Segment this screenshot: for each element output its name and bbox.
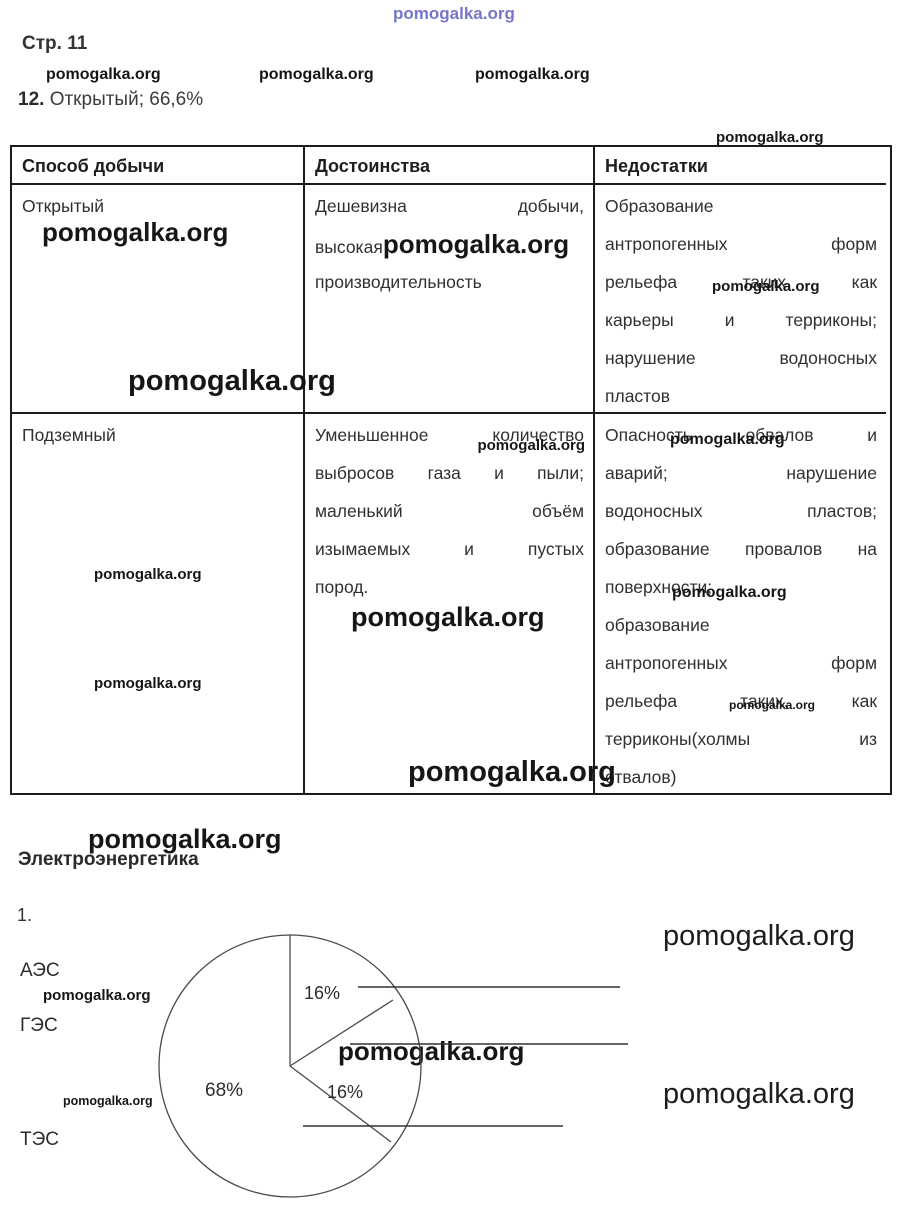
cell-text: Опасность обвалов и bbox=[605, 425, 877, 445]
cell-text: аварий; нарушение bbox=[605, 463, 877, 483]
cell-text: пластов bbox=[605, 386, 671, 406]
task-answer-text: Открытый; 66,6% bbox=[49, 89, 204, 110]
pie-radius-slice1-2 bbox=[289, 999, 394, 1067]
watermark: pomogalka.org bbox=[46, 66, 161, 83]
cell-text: изымаемых и пустых bbox=[315, 539, 584, 559]
table-row-1-cons-cell: Образование антропогенных форм рельефа т… bbox=[595, 185, 886, 414]
cell-text: производительность bbox=[315, 272, 482, 292]
list-item-number: 1. bbox=[17, 905, 33, 925]
table-row-2-cons-cell: Опасность обвалов и pomogalka.org аварий… bbox=[595, 414, 886, 793]
watermark: pomogalka.org bbox=[672, 584, 787, 601]
watermark: pomogalka.org bbox=[63, 1094, 153, 1108]
pie-value-slice2: 16% bbox=[327, 1082, 364, 1102]
cell-text: Подземный bbox=[22, 425, 116, 445]
pie-value-slice3: 68% bbox=[205, 1080, 244, 1101]
watermark: pomogalka.org bbox=[351, 602, 545, 632]
cell-text: поверхности; bbox=[605, 577, 713, 597]
cell-text: нарушение водоносных bbox=[605, 348, 877, 368]
pie-value-slice1: 16% bbox=[304, 983, 341, 1003]
cell-text: Образование bbox=[605, 196, 714, 216]
table-header-pros: Достоинства bbox=[305, 147, 595, 185]
cell-text: Открытый bbox=[22, 196, 104, 216]
watermark: pomogalka.org bbox=[716, 129, 824, 146]
mining-methods-table: Способ добычи Достоинства Недостатки Отк… bbox=[10, 145, 892, 795]
watermark: pomogalka.org bbox=[94, 566, 202, 583]
cell-text: антропогенных форм bbox=[605, 234, 877, 254]
table-row-2-method-cell: Подземный pomogalka.org pomogalka.org bbox=[12, 414, 305, 793]
page-title: Стр. 11 bbox=[22, 33, 88, 54]
cell-text: Дешевизна добычи, bbox=[315, 196, 584, 216]
watermark-top-center: pomogalka.org bbox=[393, 4, 515, 23]
section-heading: Электроэнергетика bbox=[18, 849, 199, 870]
watermark: pomogalka.org bbox=[477, 437, 585, 454]
watermark: pomogalka.org bbox=[43, 987, 151, 1004]
table-row-1-method-cell: Открытый pomogalka.org pomogalka.org bbox=[12, 185, 336, 414]
cell-text: терриконы(холмы из bbox=[605, 729, 877, 749]
cell-text: антропогенных форм bbox=[605, 653, 877, 673]
task-number: 12. bbox=[18, 89, 45, 110]
cell-text: рельефа таких как bbox=[605, 272, 877, 292]
cell-text: выбросов газа и пыли; bbox=[315, 463, 584, 483]
table-row-2-pros-cell: Уменьшенное количество pomogalka.org выб… bbox=[305, 414, 595, 793]
watermark: pomogalka.org bbox=[670, 431, 785, 448]
task-12-answer: 12. Открытый; 66,6% bbox=[18, 89, 203, 111]
watermark: pomogalka.org bbox=[42, 217, 229, 247]
watermark: pomogalka.org bbox=[88, 824, 282, 854]
watermark: pomogalka.org bbox=[663, 920, 855, 952]
cell-text: маленький объём bbox=[315, 501, 584, 521]
watermark: pomogalka.org bbox=[663, 1078, 855, 1110]
watermark: pomogalka.org bbox=[94, 675, 202, 692]
watermark: pomogalka.org bbox=[408, 756, 616, 788]
cell-text: рельефа таких, как bbox=[605, 691, 877, 711]
pie-chart bbox=[158, 934, 628, 1198]
cell-text: Уменьшенное количество bbox=[315, 425, 584, 445]
cell-text: высокая bbox=[315, 237, 383, 257]
cell-text: карьеры и терриконы; bbox=[605, 310, 877, 330]
cell-text: водоносных пластов; bbox=[605, 501, 877, 521]
pie-label-ges: ГЭС bbox=[20, 1015, 58, 1036]
watermark: pomogalka.org bbox=[259, 66, 374, 83]
pie-label-aes: АЭС bbox=[20, 960, 60, 981]
cell-text: пород. bbox=[315, 577, 369, 597]
table-row-1-pros-cell: Дешевизна добычи, высокая pomogalka.org п… bbox=[305, 185, 595, 414]
cell-text: образование bbox=[605, 615, 710, 635]
watermark: pomogalka.org bbox=[338, 1036, 525, 1066]
watermark: pomogalka.org bbox=[729, 698, 816, 712]
watermark: pomogalka.org bbox=[475, 66, 590, 83]
watermark: pomogalka.org bbox=[128, 365, 336, 397]
watermark: pomogalka.org bbox=[712, 278, 820, 295]
watermark: pomogalka.org bbox=[382, 229, 570, 259]
cell-text: отвалов) bbox=[605, 767, 677, 787]
table-header-method: Способ добычи bbox=[12, 147, 305, 185]
pie-label-tes: ТЭС bbox=[20, 1129, 59, 1150]
cell-text: образование провалов на bbox=[605, 539, 877, 559]
pie-radius-slice2-3 bbox=[289, 1065, 392, 1143]
table-header-cons: Недостатки bbox=[595, 147, 886, 185]
